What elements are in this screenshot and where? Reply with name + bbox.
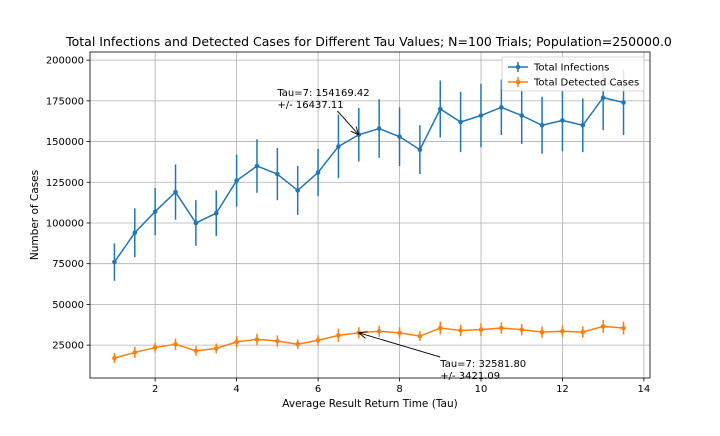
y-tick-label: 200000	[46, 56, 84, 67]
data-point	[560, 118, 565, 123]
data-point	[112, 355, 117, 361]
y-tick-label: 25000	[52, 341, 84, 352]
data-point	[580, 329, 586, 335]
data-point	[499, 325, 504, 331]
legend-label: Total Detected Cases	[533, 78, 639, 89]
legend-marker	[515, 64, 521, 70]
data-point	[254, 163, 260, 169]
data-point	[193, 348, 199, 354]
legend-entry: Total Detected Cases	[508, 77, 639, 89]
annotation-arrow	[358, 332, 441, 358]
x-tick-label: 4	[233, 384, 239, 395]
x-tick-label: 10	[475, 384, 488, 395]
legend-label: Total Infections	[533, 63, 609, 74]
series-line	[114, 325, 624, 359]
series-layer	[112, 65, 626, 364]
data-point	[173, 341, 178, 347]
data-point	[437, 106, 443, 112]
legend-marker	[515, 79, 521, 85]
data-point	[132, 350, 138, 355]
data-point	[376, 328, 382, 334]
annotation-text: +/- 3421.09	[440, 371, 500, 382]
x-tick-label: 14	[638, 384, 651, 395]
data-point	[336, 333, 341, 338]
data-point	[132, 230, 138, 236]
data-point	[580, 122, 586, 128]
grid-lines	[90, 52, 650, 378]
data-point	[213, 210, 219, 216]
data-point	[336, 144, 341, 149]
y-tick-label: 50000	[52, 300, 84, 311]
data-point	[376, 126, 382, 131]
annotation-1: Tau=7: 154169.42+/- 16437.11	[276, 88, 370, 136]
annotation-2: Tau=7: 32581.80+/- 3421.09	[357, 331, 526, 382]
data-point	[152, 209, 158, 214]
chart-title: Total Infections and Detected Cases for …	[65, 34, 672, 49]
data-point	[234, 178, 239, 183]
x-tick-label: 2	[152, 384, 158, 395]
annotation-text: Tau=7: 32581.80	[439, 359, 526, 370]
data-point	[539, 329, 545, 335]
data-point	[478, 327, 484, 332]
data-point	[417, 147, 423, 153]
data-point	[275, 171, 280, 177]
legend-entry: Total Infections	[508, 62, 609, 74]
legend: Total Infections Total Detected Cases	[501, 56, 645, 92]
data-point	[600, 95, 606, 100]
legend-box	[501, 56, 645, 92]
annotation-text: Tau=7: 154169.42	[276, 88, 369, 99]
y-tick-label: 75000	[52, 259, 84, 270]
data-point	[275, 338, 280, 344]
series-2	[112, 319, 626, 364]
data-point	[519, 327, 525, 332]
x-axis-label: Average Result Return Time (Tau)	[282, 398, 457, 410]
y-tick-label: 175000	[46, 96, 84, 107]
data-point	[458, 119, 463, 125]
y-tick-label: 125000	[46, 178, 84, 189]
x-tick-label: 8	[396, 384, 402, 395]
data-point	[478, 113, 484, 118]
data-point	[539, 122, 545, 128]
x-tick-label: 6	[315, 384, 321, 395]
data-point	[437, 325, 443, 331]
annotation-arrow	[337, 110, 360, 136]
annotations: Tau=7: 154169.42+/- 16437.11 Tau=7: 32581…	[276, 88, 526, 382]
data-point	[499, 105, 504, 110]
data-point	[315, 337, 321, 343]
data-point	[193, 220, 199, 226]
data-point	[315, 170, 321, 175]
data-point	[560, 328, 565, 334]
y-tick-label: 100000	[46, 218, 84, 229]
axis-ticks: 2 4 6 8 10 12 14 25000 50000 75000 100000 125000 150…	[46, 56, 650, 395]
arrow-head	[350, 126, 360, 136]
data-point	[397, 134, 402, 139]
arrow-head	[357, 331, 368, 339]
y-axis-label: Number of Cases	[29, 170, 41, 260]
data-point	[295, 188, 301, 193]
annotation-text: +/- 16437.11	[277, 100, 343, 111]
data-point	[600, 324, 606, 329]
data-point	[152, 345, 158, 350]
data-point	[234, 339, 239, 345]
data-point	[417, 333, 423, 339]
data-point	[397, 330, 402, 336]
data-point	[621, 100, 626, 105]
data-point	[458, 328, 463, 333]
data-point	[295, 341, 301, 347]
y-tick-label: 150000	[46, 137, 84, 148]
data-point	[254, 337, 260, 342]
data-point	[112, 259, 117, 265]
x-tick-label: 12	[556, 384, 569, 395]
data-point	[519, 113, 525, 118]
plot-frame	[89, 51, 651, 379]
data-point	[173, 189, 178, 195]
series-line	[113, 96, 624, 263]
data-point	[213, 346, 219, 351]
data-point	[621, 325, 626, 331]
